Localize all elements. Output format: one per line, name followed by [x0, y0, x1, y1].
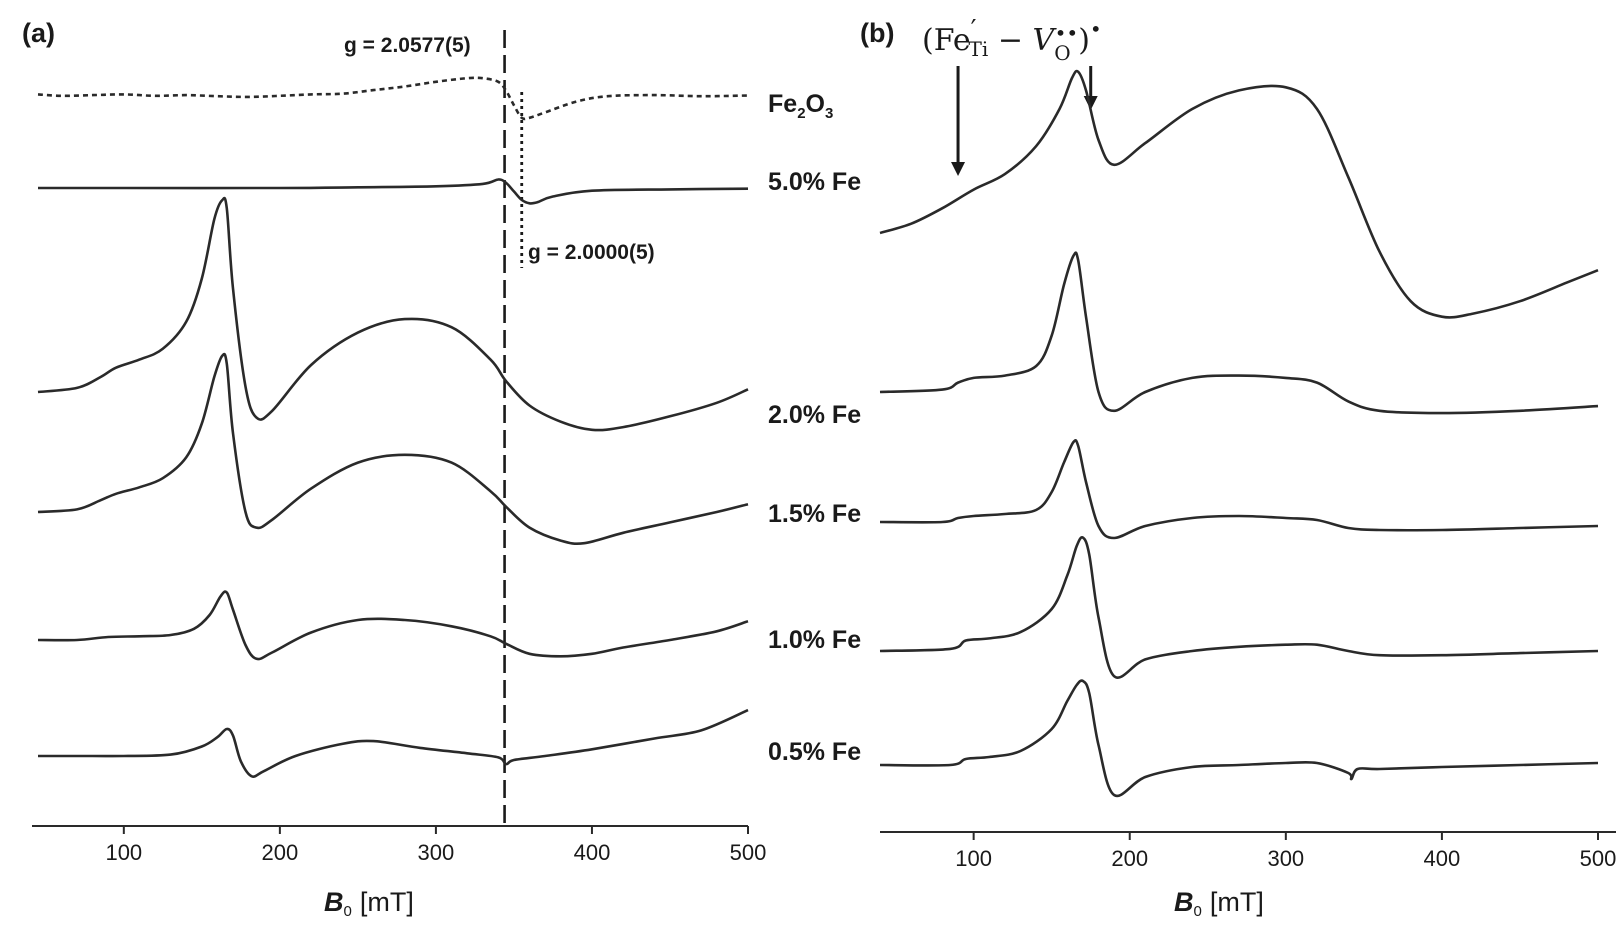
panel-b-tick-label-100: 100 [955, 846, 992, 871]
panel-b-tick-label-400: 400 [1424, 846, 1461, 871]
panel-a-trace-1 [38, 178, 749, 205]
panel-b-trace-4 [879, 679, 1599, 798]
panel-a-x-axis-title: B0 [mT] [324, 887, 414, 920]
defect-arrows [951, 66, 1098, 176]
panel-a-trace-4 [37, 590, 749, 661]
panel-a: (a) 100 200 300 400 500 g = 2.0577(5) g = 2.… [22, 18, 861, 920]
panel-a-tick-label-200: 200 [262, 840, 299, 865]
panel-a-tick-label-100: 100 [105, 840, 142, 865]
panel-b-trace-0 [879, 69, 1599, 319]
g-2.0577-label: g = 2.0577(5) [344, 34, 471, 57]
trace-label-2.0: 2.0% Fe [768, 401, 861, 429]
trace-label-fe2o3: Fe2O3 [768, 90, 833, 122]
defect-arrow-head-0 [951, 162, 966, 176]
panel-b-traces [879, 69, 1599, 798]
panel-b: (b) (Fe′ Ti − VO••)• 100 200 300 400 500 B0 [m… [860, 15, 1616, 920]
panel-a-ticks: 100 200 300 400 500 [105, 826, 766, 865]
panel-b-ticks: 100 200 300 400 500 [955, 832, 1616, 871]
trace-label-1.5: 1.5% Fe [768, 500, 861, 528]
panel-b-trace-3 [879, 536, 1599, 679]
panel-a-trace-2 [37, 196, 749, 432]
panel-a-trace-5 [37, 708, 749, 778]
panel-b-label: (b) [860, 18, 894, 48]
panel-a-label: (a) [22, 18, 55, 48]
trace-label-1.0: 1.0% Fe [768, 626, 861, 654]
panel-b-tick-label-300: 300 [1267, 846, 1304, 871]
panel-b-tick-label-200: 200 [1111, 846, 1148, 871]
panel-a-trace-3 [37, 352, 749, 546]
panel-b-trace-2 [879, 439, 1599, 540]
panel-a-traces [37, 76, 749, 778]
g-2.0000-label: g = 2.0000(5) [528, 241, 655, 264]
trace-label-0.5: 0.5% Fe [768, 738, 861, 766]
panel-a-tick-label-400: 400 [574, 840, 611, 865]
panel-a-trace-0 [37, 76, 749, 121]
defect-annotation: (Fe′ Ti − VO••)• [922, 15, 1102, 65]
panel-b-trace-1 [879, 251, 1599, 415]
panel-a-tick-label-500: 500 [730, 840, 767, 865]
panel-a-tick-label-300: 300 [418, 840, 455, 865]
trace-label-5.0: 5.0% Fe [768, 168, 861, 196]
panel-b-x-axis-title: B0 [mT] [1174, 887, 1264, 920]
panel-b-tick-label-500: 500 [1580, 846, 1616, 871]
